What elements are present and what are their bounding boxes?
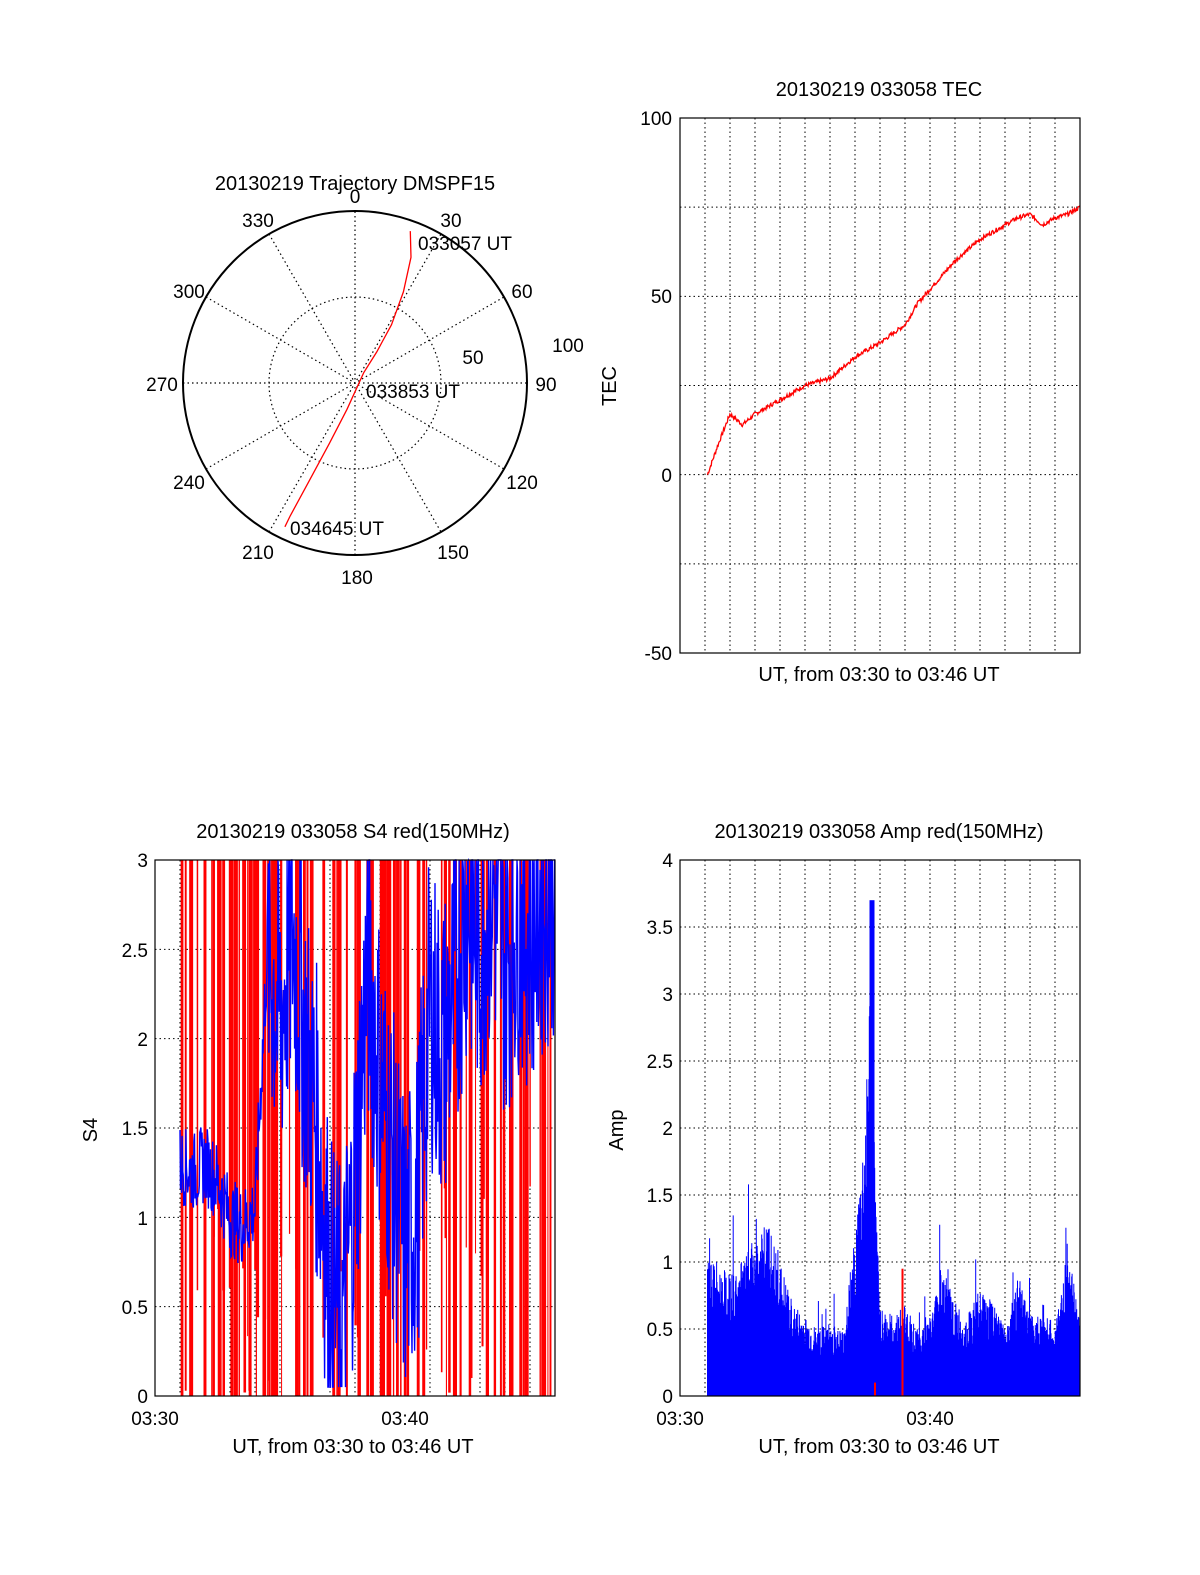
polar-angle-label-180: 180 bbox=[341, 568, 373, 589]
amp-peak-bar bbox=[869, 900, 875, 1396]
amp-blue-bar-traces bbox=[707, 978, 1081, 1396]
polar-grid bbox=[183, 211, 527, 555]
polar-chart: 20130219 Trajectory DMSPF15 0 30 60 90 1… bbox=[146, 173, 584, 589]
amp-ytick-0.5: 0.5 bbox=[647, 1320, 673, 1341]
polar-angle-labels: 0 30 60 90 120 150 180 210 240 270 300 3… bbox=[146, 187, 556, 589]
polar-angle-label-90: 90 bbox=[535, 375, 556, 396]
amp-xtick-0330: 03:30 bbox=[656, 1409, 704, 1430]
s4-plot-frame bbox=[154, 859, 556, 1397]
polar-angle-label-330: 330 bbox=[242, 211, 274, 232]
s4-ylabel: S4 bbox=[80, 1118, 102, 1142]
tec-plot-frame bbox=[679, 117, 1081, 654]
s4-ytick-2.5: 2.5 bbox=[122, 941, 148, 962]
polar-radial-label-50: 50 bbox=[462, 348, 483, 369]
polar-angle-label-0: 0 bbox=[350, 187, 361, 208]
tec-xlabel: UT, from 03:30 to 03:46 UT bbox=[758, 664, 999, 686]
polar-annotation-end: 034645 UT bbox=[290, 519, 384, 540]
amp-ytick-1.5: 1.5 bbox=[647, 1186, 673, 1207]
amp-ytick-2: 2 bbox=[662, 1119, 673, 1140]
polar-angle-label-240: 240 bbox=[173, 473, 205, 494]
polar-angle-label-150: 150 bbox=[437, 543, 469, 564]
s4-ytick-1: 1 bbox=[137, 1209, 148, 1230]
amp-red-marks bbox=[874, 1268, 904, 1396]
amp-ytick-0: 0 bbox=[662, 1387, 673, 1408]
s4-ytick-0.5: 0.5 bbox=[122, 1298, 148, 1319]
s4-title: 20130219 033058 S4 red(150MHz) bbox=[196, 821, 510, 843]
tec-ytick-100: 100 bbox=[640, 109, 672, 130]
s4-ytick-1.5: 1.5 bbox=[122, 1119, 148, 1140]
s4-ytick-2: 2 bbox=[137, 1030, 148, 1051]
amp-xtick-0340: 03:40 bbox=[906, 1409, 954, 1430]
tec-chart: 20130219 033058 TEC 100 50 0 -50 TEC UT,… bbox=[599, 79, 1081, 686]
polar-angle-label-300: 300 bbox=[173, 282, 205, 303]
s4-chart: 20130219 033058 S4 red(150MHz) 0 0.5 1 1… bbox=[80, 821, 556, 1458]
amp-chart: 20130219 033058 Amp red(150MHz) 0 0.5 1 … bbox=[606, 821, 1081, 1458]
polar-outer-ring bbox=[182, 210, 528, 556]
s4-xlabel: UT, from 03:30 to 03:46 UT bbox=[232, 1436, 473, 1458]
tec-ytick-50: 50 bbox=[651, 287, 672, 308]
amp-ytick-3: 3 bbox=[662, 985, 673, 1006]
amp-ytick-4: 4 bbox=[662, 851, 673, 872]
polar-radial-label-100: 100 bbox=[552, 336, 584, 357]
polar-spoke-150 bbox=[268, 233, 442, 533]
amp-blue-bars bbox=[707, 900, 1081, 1396]
tec-series-line bbox=[706, 205, 1081, 475]
polar-title: 20130219 Trajectory DMSPF15 bbox=[215, 173, 495, 195]
tec-ytick--50: -50 bbox=[645, 644, 672, 665]
s4-ytick-0: 0 bbox=[137, 1387, 148, 1408]
polar-annotation-start: 033057 UT bbox=[418, 234, 512, 255]
amp-plot-frame bbox=[679, 859, 1081, 1397]
tec-ytick-0: 0 bbox=[661, 466, 672, 487]
s4-ytick-3: 3 bbox=[137, 851, 148, 872]
amp-ytick-2.5: 2.5 bbox=[647, 1052, 673, 1073]
tec-grid bbox=[680, 118, 1080, 653]
amp-ytick-1: 1 bbox=[662, 1253, 673, 1274]
amp-xlabel: UT, from 03:30 to 03:46 UT bbox=[758, 1436, 999, 1458]
amp-ylabel: Amp bbox=[606, 1109, 628, 1150]
polar-angle-label-270: 270 bbox=[146, 375, 178, 396]
tec-title: 20130219 033058 TEC bbox=[776, 79, 982, 101]
amp-ytick-3.5: 3.5 bbox=[647, 918, 673, 939]
s4-xtick-0330: 03:30 bbox=[131, 1409, 179, 1430]
polar-angle-label-120: 120 bbox=[506, 473, 538, 494]
tec-ylabel: TEC bbox=[599, 366, 621, 406]
s4-xtick-0340: 03:40 bbox=[381, 1409, 429, 1430]
polar-angle-label-60: 60 bbox=[511, 282, 532, 303]
amp-title: 20130219 033058 Amp red(150MHz) bbox=[714, 821, 1043, 843]
polar-annotation-mid: 033853 UT bbox=[366, 382, 460, 403]
polar-angle-label-30: 30 bbox=[440, 211, 461, 232]
polar-trajectory-line bbox=[284, 231, 412, 528]
polar-angle-label-210: 210 bbox=[242, 543, 274, 564]
